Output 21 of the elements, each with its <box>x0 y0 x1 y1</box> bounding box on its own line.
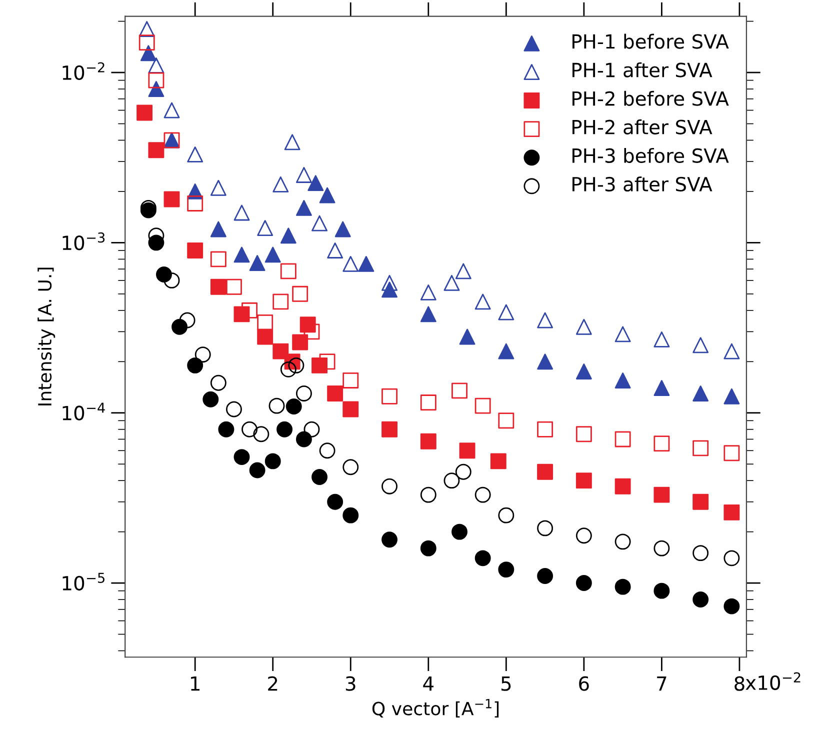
x-tick-label: 5 <box>501 676 511 691</box>
x-tick-label: 4 <box>423 676 434 691</box>
y-tick-label: 10$^{−3}$ <box>62 232 105 250</box>
x-tick-label: 2 <box>268 676 278 691</box>
x-tick-label: 1 <box>191 676 200 691</box>
legend-label: PH-1 after SVA <box>572 62 712 78</box>
text: x10$^{−2}$ <box>746 672 800 690</box>
x-axis-title: Q vector [A$^{−1}$] <box>372 699 499 718</box>
x-tick-label: 7 <box>657 676 666 691</box>
legend-label: PH-3 after SVA <box>572 176 712 192</box>
x-tick-label: 6 <box>579 676 589 691</box>
legend-label: PH-1 before SVA <box>572 34 729 49</box>
y-tick-label: 10$^{−4}$ <box>62 402 105 420</box>
legend-label: PH-2 after SVA <box>572 119 712 134</box>
legend-label: PH-3 before SVA <box>572 148 729 163</box>
x-tick-label: 8 <box>734 676 744 691</box>
x-tick-label: 3 <box>346 676 356 691</box>
y-axis-title: Intensity [A. U.] <box>38 268 56 406</box>
y-tick-label: 10$^{−5}$ <box>62 572 104 591</box>
legend-label: PH-2 before SVA <box>572 90 729 106</box>
y-tick-label: 10$^{−2}$ <box>62 62 104 80</box>
